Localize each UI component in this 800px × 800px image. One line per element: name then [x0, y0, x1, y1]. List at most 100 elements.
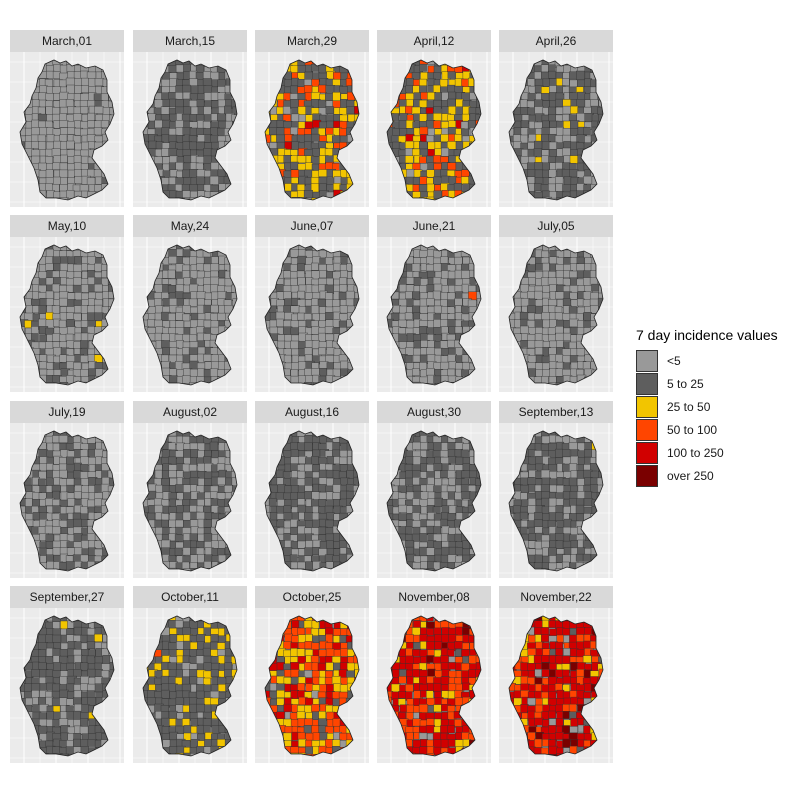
germany-map: [10, 608, 124, 763]
map-plot: [133, 52, 247, 207]
germany-map: [377, 423, 491, 578]
country-outline: [142, 615, 238, 757]
facet-title: May,24: [133, 215, 247, 237]
country-outline: [264, 59, 360, 201]
country-outline: [508, 244, 604, 386]
legend-items: <5 5 to 25 25 to 50 50 to 100 100 to 250 over…: [636, 349, 778, 487]
legend-title: 7 day incidence values: [636, 327, 778, 343]
map-plot: [255, 237, 369, 392]
facet-title: April,26: [499, 30, 613, 52]
facet-title: September,13: [499, 401, 613, 423]
map-plot: [133, 608, 247, 763]
map-plot: [10, 608, 124, 763]
map-plot: [10, 423, 124, 578]
facet-title: May,10: [10, 215, 124, 237]
country-outline: [508, 59, 604, 201]
map-plot: [377, 52, 491, 207]
facet-title: September,27: [10, 586, 124, 608]
map-plot: [10, 52, 124, 207]
facet-title: March,29: [255, 30, 369, 52]
germany-map: [255, 423, 369, 578]
legend-item: 25 to 50: [636, 395, 778, 418]
map-plot: [255, 423, 369, 578]
germany-map: [499, 608, 613, 763]
map-plot: [499, 608, 613, 763]
germany-map: [10, 52, 124, 207]
facet-title: August,02: [133, 401, 247, 423]
legend-label: over 250: [667, 468, 714, 483]
germany-map: [133, 237, 247, 392]
legend: 7 day incidence values <5 5 to 25 25 to 50…: [636, 327, 778, 487]
facet-title: July,05: [499, 215, 613, 237]
facet-title: August,30: [377, 401, 491, 423]
germany-map: [255, 608, 369, 763]
facet-title: November,08: [377, 586, 491, 608]
map-plot: [255, 608, 369, 763]
germany-map: [10, 423, 124, 578]
facet-title: March,01: [10, 30, 124, 52]
facet-title: July,19: [10, 401, 124, 423]
country-outline: [19, 244, 115, 386]
map-plot: [499, 237, 613, 392]
country-outline: [264, 615, 360, 757]
legend-swatch: [636, 418, 658, 441]
country-outline: [142, 430, 238, 572]
country-outline: [264, 430, 360, 572]
germany-map: [499, 237, 613, 392]
germany-map: [133, 52, 247, 207]
country-outline: [19, 615, 115, 757]
legend-label: 5 to 25: [667, 376, 704, 391]
legend-label: 25 to 50: [667, 399, 711, 414]
germany-map: [133, 423, 247, 578]
map-plot: [499, 52, 613, 207]
country-outline: [264, 244, 360, 386]
country-outline: [386, 615, 482, 757]
map-plot: [255, 52, 369, 207]
map-plot: [133, 423, 247, 578]
germany-map: [499, 52, 613, 207]
map-plot: [377, 608, 491, 763]
legend-label: <5: [667, 353, 681, 368]
country-outline: [142, 244, 238, 386]
germany-map: [133, 608, 247, 763]
facet-grid: March,01 March,15 March,29 April,12 April,26…: [10, 30, 613, 763]
germany-map: [377, 608, 491, 763]
map-plot: [499, 423, 613, 578]
legend-swatch: [636, 349, 658, 372]
country-outline: [508, 430, 604, 572]
facet-title: April,12: [377, 30, 491, 52]
germany-map: [255, 52, 369, 207]
legend-item: 5 to 25: [636, 372, 778, 395]
legend-label: 50 to 100: [667, 422, 718, 437]
country-outline: [19, 430, 115, 572]
facet-title: June,07: [255, 215, 369, 237]
legend-swatch: [636, 395, 658, 418]
country-outline: [386, 244, 482, 386]
country-outline: [386, 59, 482, 201]
map-plot: [10, 237, 124, 392]
facet-title: October,25: [255, 586, 369, 608]
legend-item: over 250: [636, 464, 778, 487]
germany-map: [377, 237, 491, 392]
facet-title: June,21: [377, 215, 491, 237]
facet-title: November,22: [499, 586, 613, 608]
legend-swatch: [636, 441, 658, 464]
country-outline: [386, 430, 482, 572]
germany-map: [10, 237, 124, 392]
map-plot: [377, 237, 491, 392]
germany-map: [377, 52, 491, 207]
legend-swatch: [636, 372, 658, 395]
germany-map: [255, 237, 369, 392]
map-plot: [377, 423, 491, 578]
facet-title: March,15: [133, 30, 247, 52]
map-plot: [133, 237, 247, 392]
legend-label: 100 to 250: [667, 445, 724, 460]
country-outline: [19, 59, 115, 201]
facet-title: October,11: [133, 586, 247, 608]
facet-title: August,16: [255, 401, 369, 423]
country-outline: [508, 615, 604, 757]
legend-item: 100 to 250: [636, 441, 778, 464]
legend-swatch: [636, 464, 658, 487]
country-outline: [142, 59, 238, 201]
legend-item: 50 to 100: [636, 418, 778, 441]
